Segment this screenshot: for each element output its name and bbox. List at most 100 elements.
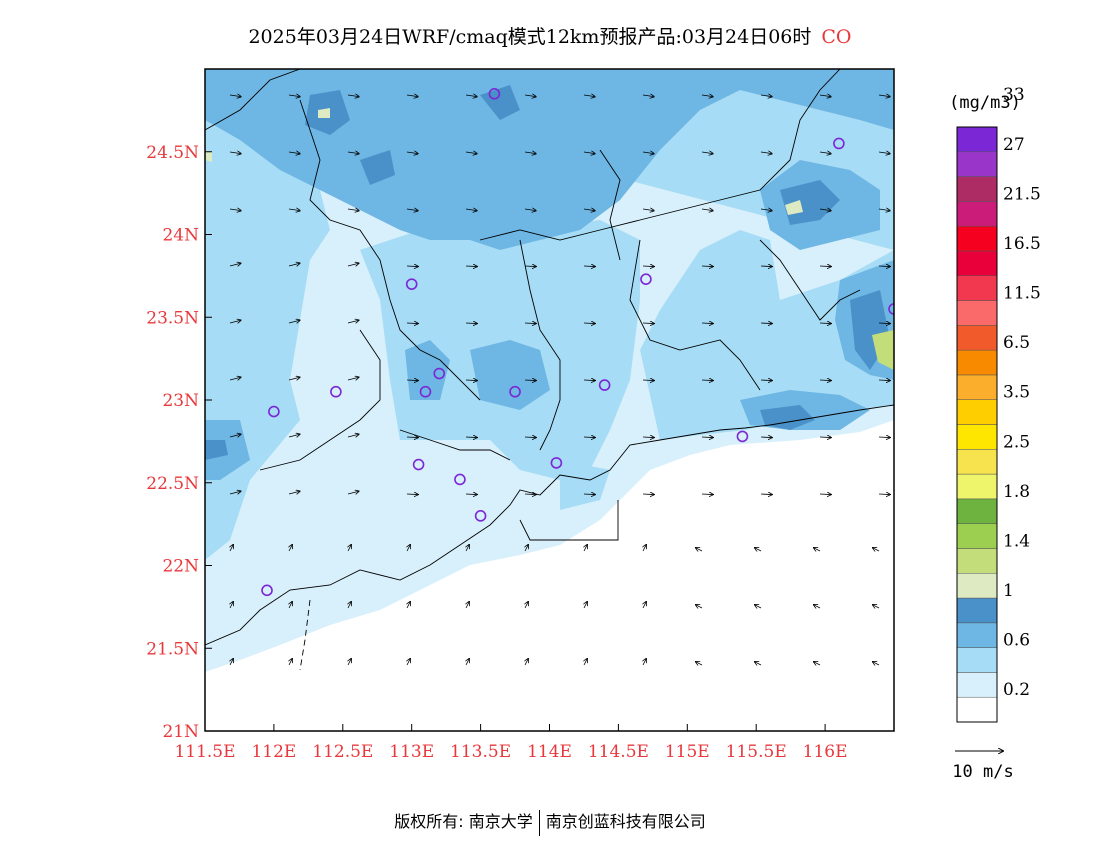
colorbar-swatch [956,573,998,599]
wind-vector [878,266,890,267]
wind-vector [583,380,595,381]
wind-vector [583,494,595,495]
x-tick-label: 113E [389,742,434,762]
wind-vector [289,602,292,609]
station-marker [261,584,273,597]
wind-vector [878,323,890,324]
wind-vector [760,266,772,267]
colorbar-swatch [956,300,998,326]
wind-vector [288,320,300,323]
wind-vector [229,320,241,323]
wind-vector [760,152,772,154]
wind-vector [696,548,703,551]
colorbar-swatch [956,597,998,624]
wind-vector [406,152,418,154]
wind-vector [406,266,418,267]
wind-vector [755,605,762,608]
wind-vector [873,662,880,665]
wind-vector [406,437,418,438]
title-species: CO [821,26,852,48]
wind-vector [760,437,772,438]
colorbar-swatch [956,151,998,177]
wind-vector [466,602,469,609]
wind-vector [407,659,410,666]
wind-vector [755,662,762,665]
colorbar-swatch [956,275,998,301]
y-tick-label: 24.5N [146,143,199,163]
wind-vector [347,263,359,266]
wind-vector [642,95,654,97]
colorbar-swatch [956,349,998,376]
wind-vector [347,95,359,97]
colorbar-label: 11.5 [1003,284,1041,304]
colorbar-swatch [956,201,998,227]
wind-vector [643,545,646,552]
wind-vector [878,95,890,97]
colorbar-label: 6.5 [1003,333,1030,353]
wind-vector [642,494,654,495]
colorbar-swatch [956,374,998,400]
wind-vector [406,380,418,381]
wind-vector [701,437,713,438]
colorbar-label: 16.5 [1003,234,1041,254]
wind-vector [525,602,528,609]
wind-vector [229,209,241,211]
colorbar-label: 0.6 [1003,631,1030,651]
x-tick-label: 111.5E [174,742,235,762]
wind-vector [760,380,772,381]
wind-vector [643,602,646,609]
y-tick-label: 23.5N [146,308,199,328]
wind-vector [696,662,703,665]
colorbar-swatch [956,622,998,648]
colorbar-swatch [956,498,998,524]
wind-vector [466,659,469,666]
wind-vector [701,494,713,495]
station-marker [488,88,501,100]
wind-vector [583,95,595,97]
wind-vector [525,545,528,552]
station-marker [888,303,894,315]
wind-vector [643,659,646,666]
colorbar-unit: (mg/m3) [949,93,1021,113]
x-tick-label: 112.5E [312,742,373,762]
colorbar-swatch [956,523,998,549]
wind-vector [819,437,831,438]
wind-vector [525,659,528,666]
colorbar-label: 3.5 [1003,383,1030,403]
station-marker [474,510,487,522]
title-main: 2025年03月24日WRF/cmaq模式12km预报产品:03月24日06时 [248,26,812,48]
wind-vector [407,602,410,609]
station-marker [419,385,432,398]
wind-vector [288,152,300,154]
colorbar-frame [956,126,998,723]
wind-vector [230,659,233,666]
wind-vector [348,659,351,666]
station-marker [330,385,342,398]
y-tick-label: 22.5N [146,474,199,494]
wind-vector [465,95,477,97]
wind-vector [347,320,359,323]
colorbar-swatch [956,225,998,252]
colorbar: 0.2 0.6 1 1.4 1.8 2.5 3.5 6.5 11.5 16.5 21.5 27 33 [956,85,1041,723]
y-tick-label: 21.5N [146,639,199,659]
wind-vector [819,323,831,324]
wind-vector [407,545,410,552]
wind-vector [465,209,477,211]
wind-vector [819,209,831,211]
station-marker [268,405,280,418]
wind-vector [701,323,713,324]
wind-vector [288,263,300,266]
wind-vector [524,494,536,495]
colorbar-label: 21.5 [1003,184,1041,204]
footer-left: 版权所有: 南京大学 [394,812,533,831]
wind-vector [524,380,536,381]
wind-vector [760,494,772,495]
footer-right: 南京创蓝科技有限公司 [545,812,706,831]
x-tick-label: 115E [665,742,710,762]
concentration-band-1.4 [205,85,890,460]
wind-vector [406,95,418,97]
station-marker [412,458,425,471]
map-title: 2025年03月24日WRF/cmaq模式12km预报产品:03月24日06时 C… [0,22,1100,49]
wind-vector [584,602,587,609]
